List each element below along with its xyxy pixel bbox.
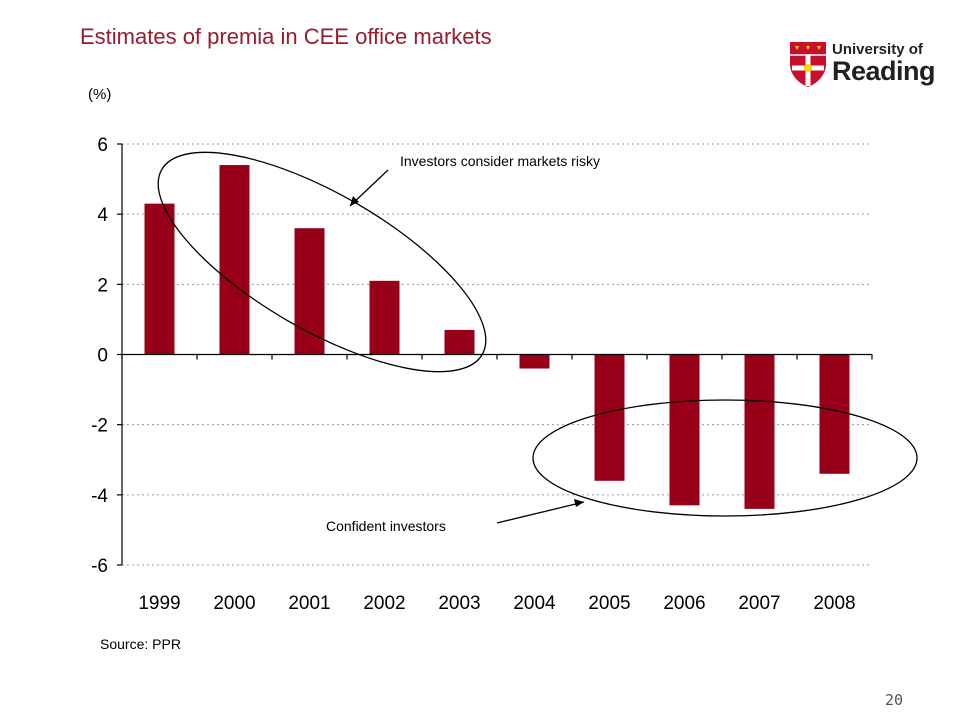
bar-2004	[519, 354, 550, 369]
x-tick-label: 2007	[738, 593, 780, 614]
bar-1999	[144, 203, 175, 355]
x-tick-label: 1999	[138, 593, 180, 614]
annotation-risky: Investors consider markets risky	[400, 153, 600, 169]
y-tick-label: 0	[97, 346, 108, 367]
axes	[117, 143, 873, 566]
x-tick-label: 2001	[288, 593, 330, 614]
x-tick-label: 2008	[813, 593, 855, 614]
x-tick-label: 2003	[438, 593, 480, 614]
y-tick-label: -6	[91, 556, 108, 577]
y-tick-label: 6	[97, 135, 108, 156]
university-logo: University of Reading	[788, 40, 936, 92]
logo-line2: Reading	[832, 56, 936, 86]
bar-2003	[444, 329, 475, 355]
bar-series	[144, 165, 850, 509]
bar-2001	[294, 228, 325, 355]
y-tick-label: -2	[91, 416, 108, 437]
x-tick-label: 2000	[213, 593, 255, 614]
y-axis-label: (%)	[88, 86, 112, 103]
shield-icon	[790, 42, 826, 87]
bar-2006	[669, 354, 700, 506]
annotations: Investors consider markets risky Confide…	[157, 151, 918, 534]
slide-title: Estimates of premia in CEE office market…	[80, 24, 492, 49]
confident-arrowhead	[574, 499, 584, 507]
x-tick-label: 2006	[663, 593, 705, 614]
x-tick-label: 2004	[513, 593, 556, 614]
y-tick-label: 2	[97, 275, 108, 296]
source-note: Source: PPR	[100, 636, 181, 652]
y-tick-label: 4	[97, 205, 108, 226]
y-tick-labels: 6 4 2 0 -2 -4 -6	[91, 135, 108, 577]
confident-investors-ellipse	[532, 399, 918, 517]
bar-2002	[369, 280, 400, 355]
bar-2008	[819, 354, 850, 474]
risky-arrowhead	[350, 196, 359, 206]
page-number: 20	[885, 691, 904, 709]
bar-2005	[594, 354, 625, 481]
bar-2000	[219, 165, 250, 355]
logo-wordmark: University of Reading	[832, 41, 936, 86]
y-tick-label: -4	[91, 486, 108, 507]
x-tick-labels: 1999 2000 2001 2002 2003 2004 2005 2006 2007 2008	[138, 593, 855, 614]
bar-2007	[744, 354, 775, 509]
x-tick-label: 2005	[588, 593, 630, 614]
x-tick-label: 2002	[363, 593, 405, 614]
annotation-confident: Confident investors	[326, 518, 446, 534]
confident-arrow	[496, 501, 585, 524]
logo-line1: University of	[832, 41, 923, 58]
